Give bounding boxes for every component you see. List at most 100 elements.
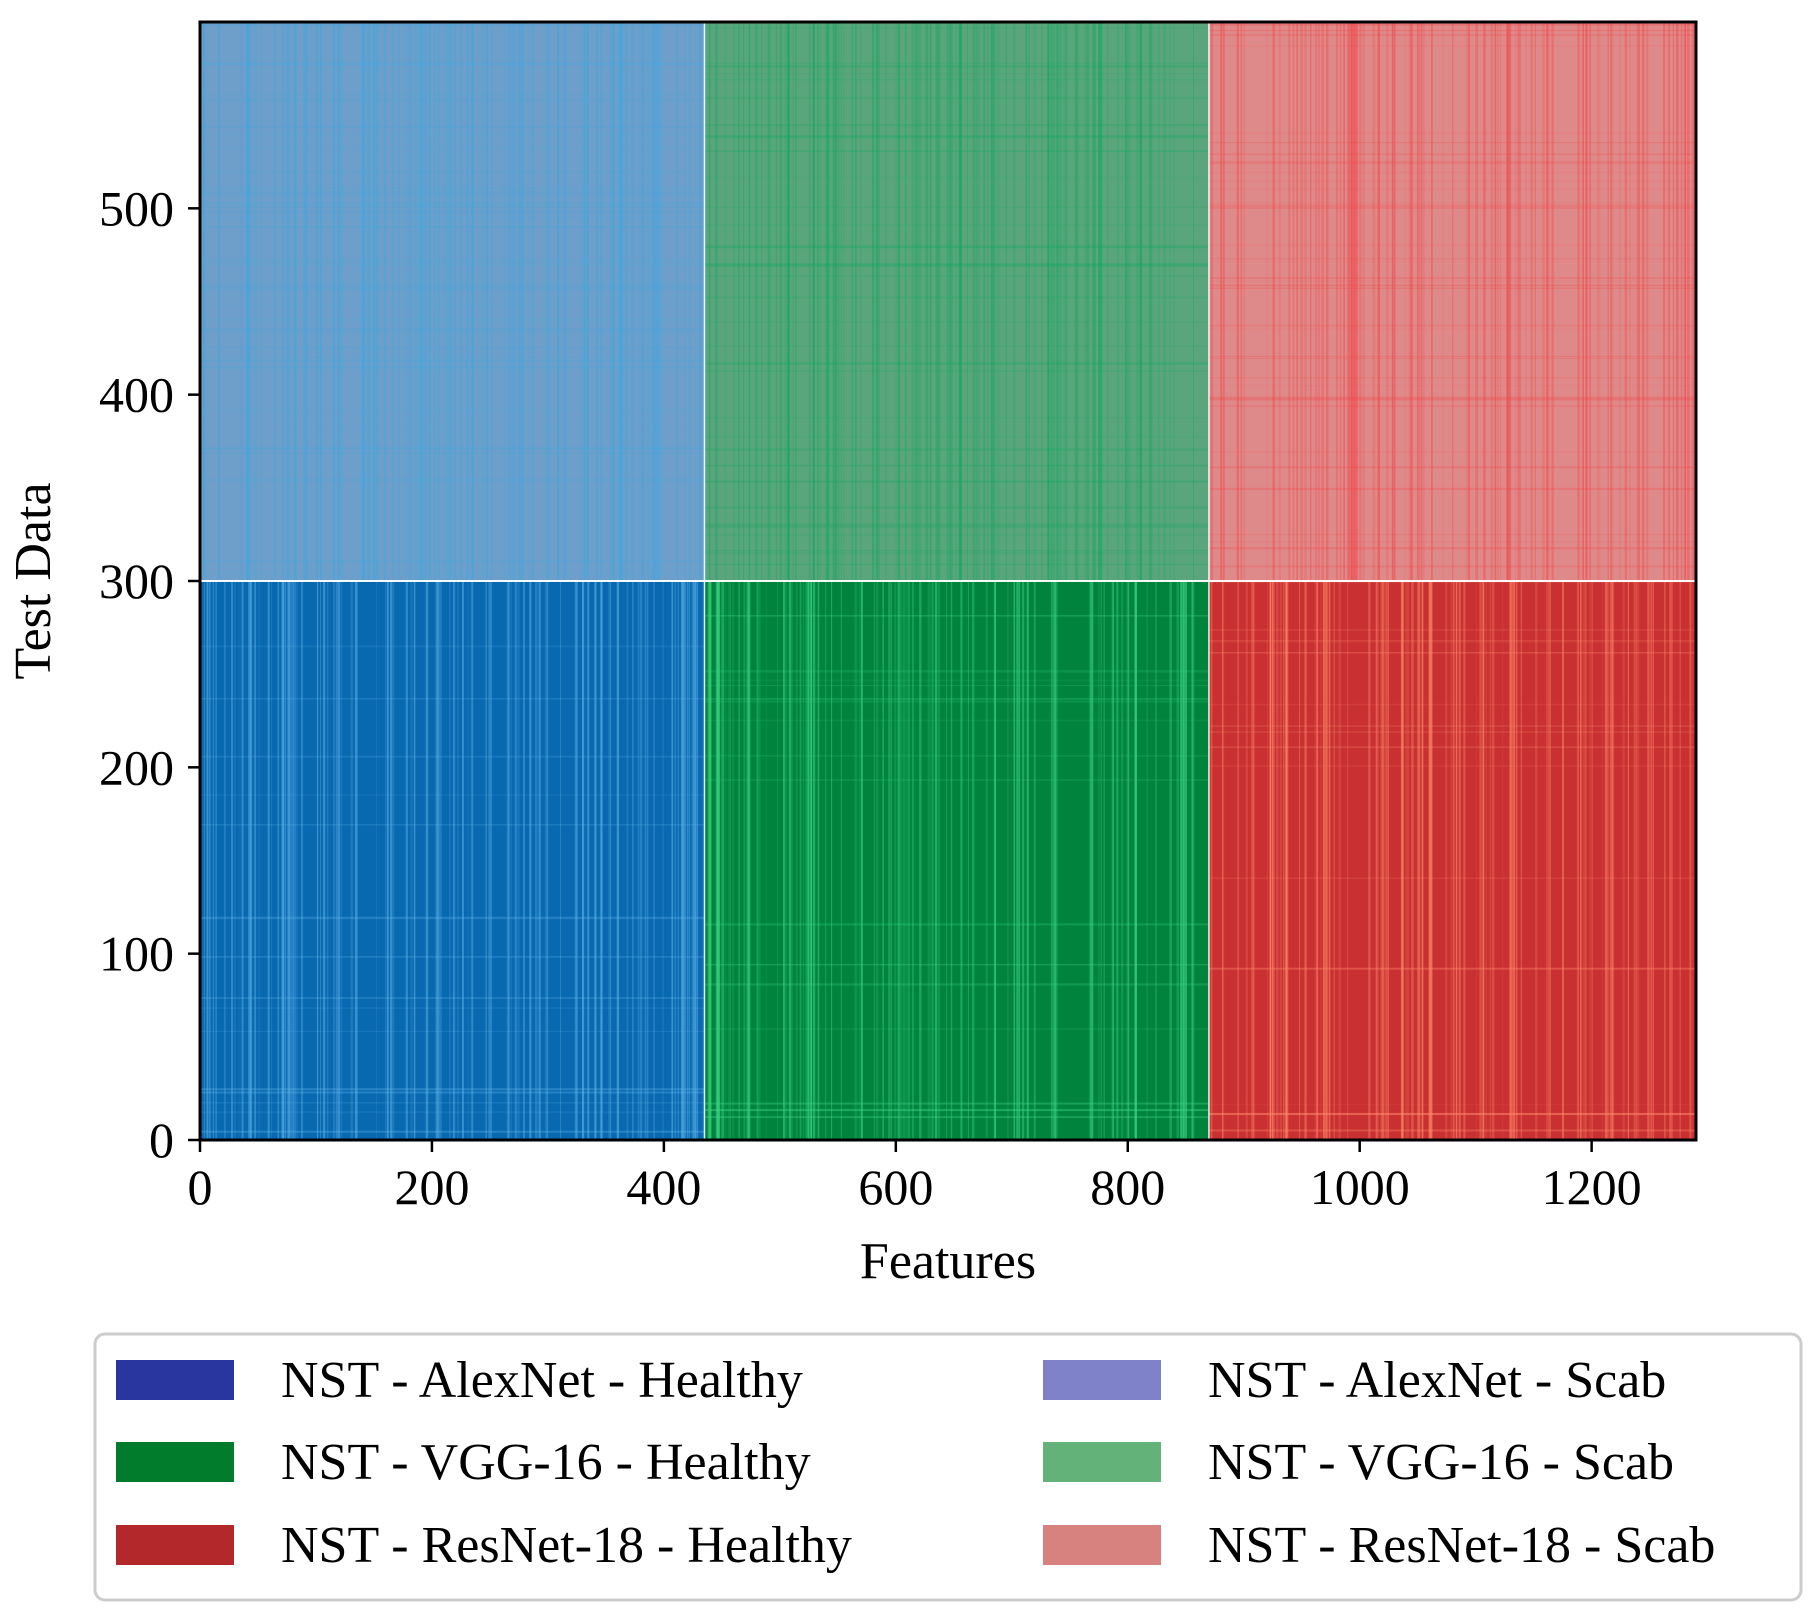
sample-stripe bbox=[200, 1111, 705, 1114]
sample-stripe bbox=[200, 328, 705, 330]
feature-stripe bbox=[1126, 581, 1128, 1140]
feature-stripe bbox=[322, 581, 326, 1140]
feature-stripe bbox=[1063, 22, 1065, 581]
feature-stripe bbox=[714, 581, 718, 1140]
feature-stripe bbox=[420, 22, 424, 581]
feature-stripe bbox=[1050, 581, 1052, 1140]
feature-stripe bbox=[1610, 22, 1613, 581]
feature-stripe bbox=[693, 581, 696, 1140]
feature-stripe bbox=[1091, 581, 1094, 1140]
feature-stripe bbox=[643, 22, 645, 581]
feature-stripe bbox=[888, 581, 891, 1140]
feature-stripe bbox=[350, 581, 353, 1140]
feature-stripe bbox=[292, 581, 294, 1140]
sample-stripe bbox=[1208, 541, 1696, 543]
feature-stripe bbox=[683, 581, 686, 1140]
feature-stripe bbox=[802, 581, 804, 1140]
feature-stripe bbox=[621, 22, 624, 581]
feature-stripe bbox=[452, 581, 456, 1140]
feature-stripe bbox=[684, 22, 686, 581]
feature-stripe bbox=[1509, 581, 1512, 1140]
sample-stripe bbox=[704, 963, 1209, 966]
feature-stripe bbox=[1092, 22, 1095, 581]
feature-stripe bbox=[994, 581, 996, 1140]
feature-stripe bbox=[1180, 581, 1183, 1140]
feature-stripe bbox=[1669, 22, 1670, 581]
sample-stripe bbox=[1208, 533, 1696, 536]
feature-stripe bbox=[918, 22, 922, 581]
sample-stripe bbox=[704, 563, 1209, 565]
feature-stripe bbox=[1483, 22, 1487, 581]
feature-stripe bbox=[671, 581, 674, 1140]
feature-stripe bbox=[1420, 22, 1422, 581]
feature-stripe bbox=[919, 581, 922, 1140]
feature-stripe bbox=[1033, 581, 1035, 1140]
sample-stripe bbox=[200, 824, 705, 826]
feature-stripe bbox=[780, 22, 782, 581]
feature-stripe bbox=[384, 22, 387, 581]
feature-stripe bbox=[985, 581, 988, 1140]
feature-stripe bbox=[748, 22, 751, 581]
legend-item-nst-alexnet-healthy: NST - AlexNet - Healthy bbox=[116, 1352, 803, 1409]
feature-stripe bbox=[861, 581, 863, 1140]
feature-stripe bbox=[908, 581, 910, 1140]
feature-stripe bbox=[254, 581, 256, 1140]
feature-stripe bbox=[875, 22, 878, 581]
feature-stripe bbox=[691, 581, 694, 1140]
feature-stripe bbox=[406, 581, 408, 1140]
feature-stripe bbox=[1497, 22, 1499, 581]
feature-stripe bbox=[677, 581, 679, 1140]
feature-stripe bbox=[1275, 581, 1278, 1140]
feature-stripe bbox=[545, 22, 548, 581]
feature-stripe bbox=[717, 581, 720, 1140]
feature-stripe bbox=[1127, 22, 1129, 581]
feature-stripe bbox=[282, 22, 285, 581]
feature-stripe bbox=[688, 581, 690, 1140]
feature-stripe bbox=[806, 581, 809, 1140]
x-tick-label: 1000 bbox=[1310, 1159, 1410, 1215]
sample-stripe bbox=[200, 1130, 705, 1133]
feature-stripe bbox=[826, 22, 829, 581]
legend-swatch bbox=[1043, 1360, 1161, 1400]
feature-stripe bbox=[273, 22, 276, 581]
feature-stripe bbox=[246, 22, 248, 581]
sample-stripe bbox=[200, 217, 705, 218]
feature-stripe bbox=[471, 581, 474, 1140]
feature-stripe bbox=[523, 581, 525, 1140]
feature-stripe bbox=[1687, 22, 1690, 581]
feature-stripe bbox=[1150, 22, 1153, 581]
sample-stripe bbox=[200, 62, 705, 65]
feature-stripe bbox=[779, 22, 782, 581]
feature-stripe bbox=[1372, 22, 1374, 581]
feature-stripe bbox=[946, 581, 948, 1140]
legend-label: NST - ResNet-18 - Healthy bbox=[281, 1517, 852, 1574]
feature-stripe bbox=[392, 22, 394, 581]
feature-stripe bbox=[609, 22, 612, 581]
feature-stripe bbox=[792, 22, 794, 581]
feature-stripe bbox=[448, 22, 451, 581]
feature-stripe bbox=[1333, 581, 1335, 1140]
feature-stripe bbox=[1221, 581, 1225, 1140]
feature-stripe bbox=[437, 581, 439, 1140]
feature-stripe bbox=[1455, 581, 1458, 1140]
feature-stripe bbox=[959, 22, 962, 581]
plot-area bbox=[200, 22, 1696, 1140]
feature-stripe bbox=[529, 581, 532, 1140]
feature-stripe bbox=[817, 581, 820, 1140]
feature-stripe bbox=[1636, 581, 1638, 1140]
feature-stripe bbox=[738, 581, 740, 1140]
feature-stripe bbox=[1542, 22, 1545, 581]
feature-stripe bbox=[1519, 22, 1521, 581]
feature-stripe bbox=[724, 22, 726, 581]
feature-stripe bbox=[725, 581, 727, 1140]
feature-stripe bbox=[775, 22, 777, 581]
feature-stripe bbox=[1210, 22, 1214, 581]
feature-stripe bbox=[583, 22, 586, 581]
feature-stripe bbox=[1084, 22, 1087, 581]
feature-stripe bbox=[491, 22, 493, 581]
feature-stripe bbox=[457, 581, 459, 1140]
feature-stripe bbox=[397, 22, 400, 581]
sample-stripe bbox=[200, 346, 705, 349]
feature-stripe bbox=[697, 581, 699, 1140]
legend-label: NST - ResNet-18 - Scab bbox=[1208, 1517, 1715, 1574]
